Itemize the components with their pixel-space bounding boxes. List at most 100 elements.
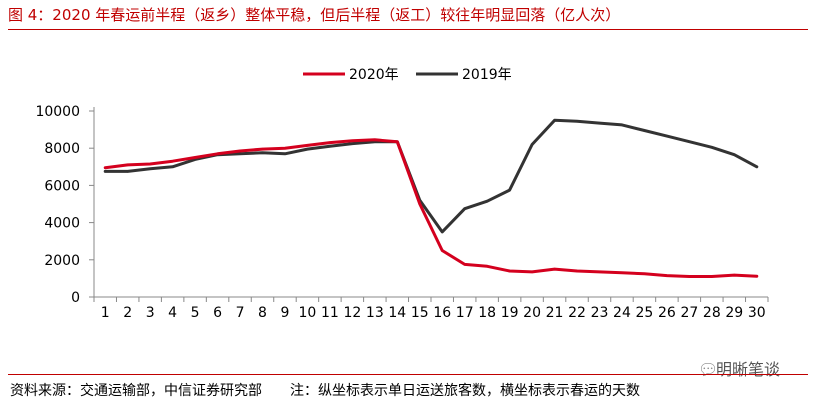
x-tick-label: 27 bbox=[680, 305, 698, 321]
data-point bbox=[171, 165, 174, 168]
y-tick-label: 10000 bbox=[35, 104, 80, 120]
x-tick-label: 16 bbox=[433, 305, 451, 321]
data-point bbox=[238, 149, 242, 153]
data-point bbox=[665, 134, 669, 138]
x-tick-label: 22 bbox=[568, 305, 586, 321]
x-tick-label: 11 bbox=[321, 305, 339, 321]
data-point bbox=[553, 119, 556, 122]
x-tick-label: 17 bbox=[456, 305, 474, 321]
x-tick-label: 19 bbox=[501, 305, 519, 321]
data-point bbox=[733, 273, 736, 277]
data-point bbox=[553, 267, 556, 271]
footer-divider bbox=[8, 374, 808, 375]
y-tick-label: 4000 bbox=[44, 216, 80, 232]
x-tick-label: 3 bbox=[146, 305, 155, 321]
data-point bbox=[238, 152, 242, 155]
data-point bbox=[575, 269, 579, 273]
data-point bbox=[710, 146, 714, 149]
data-point bbox=[643, 129, 646, 132]
chat-bubble-icon: 💬︎ bbox=[698, 360, 719, 379]
data-point bbox=[508, 188, 511, 192]
data-point bbox=[148, 162, 152, 166]
data-point bbox=[463, 263, 466, 266]
data-point bbox=[261, 147, 264, 151]
data-point bbox=[328, 145, 332, 148]
x-tick-label: 6 bbox=[213, 305, 222, 321]
x-tick-label: 18 bbox=[478, 305, 496, 321]
data-point bbox=[598, 270, 601, 274]
data-point bbox=[441, 249, 444, 252]
data-point bbox=[306, 144, 309, 147]
data-point bbox=[688, 275, 691, 278]
data-point bbox=[733, 153, 736, 156]
x-tick-label: 26 bbox=[658, 305, 676, 321]
data-point bbox=[530, 270, 534, 274]
x-tick-label: 29 bbox=[725, 305, 743, 321]
legend-label: 2020年 bbox=[349, 67, 399, 83]
x-tick-label: 8 bbox=[258, 305, 267, 321]
x-tick-label: 7 bbox=[236, 305, 245, 321]
watermark-text: 明晰笔谈 bbox=[716, 360, 781, 379]
x-tick-label: 24 bbox=[613, 305, 631, 321]
series-lines bbox=[103, 118, 759, 278]
x-tick-label: 25 bbox=[636, 305, 654, 321]
title-divider bbox=[8, 29, 808, 30]
data-point bbox=[193, 156, 197, 159]
x-tick-label: 1 bbox=[101, 305, 110, 321]
series-line-2019年 bbox=[103, 118, 759, 234]
x-tick-label: 4 bbox=[168, 305, 177, 321]
x-tick-label: 14 bbox=[388, 305, 406, 321]
x-tick-label: 5 bbox=[191, 305, 200, 321]
data-point bbox=[620, 123, 624, 127]
series-line-2020年 bbox=[103, 138, 759, 278]
data-point bbox=[665, 274, 669, 277]
data-point bbox=[351, 139, 354, 142]
data-point bbox=[485, 265, 489, 268]
x-tick-label: 28 bbox=[703, 305, 721, 321]
data-point bbox=[306, 147, 309, 151]
x-tick-label: 9 bbox=[281, 305, 290, 321]
x-tick-label: 10 bbox=[299, 305, 317, 321]
data-point bbox=[530, 143, 534, 146]
x-tick-label: 20 bbox=[523, 305, 541, 321]
data-point bbox=[688, 140, 691, 143]
note-text: 注：纵坐标表示单日运送旅客数，横坐标表示春运的天数 bbox=[290, 383, 640, 399]
data-point bbox=[126, 163, 129, 167]
x-tick-label: 12 bbox=[343, 305, 361, 321]
y-tick-label: 8000 bbox=[44, 141, 80, 157]
data-point bbox=[441, 230, 444, 234]
data-point bbox=[463, 207, 466, 210]
data-point bbox=[755, 274, 758, 278]
legend-label: 2019年 bbox=[462, 67, 512, 83]
y-tick-label: 2000 bbox=[44, 253, 80, 269]
data-point bbox=[328, 141, 332, 144]
data-point bbox=[508, 269, 511, 273]
data-point bbox=[396, 140, 399, 143]
data-point bbox=[598, 121, 601, 125]
data-point bbox=[418, 202, 421, 206]
data-point bbox=[104, 170, 107, 173]
data-point bbox=[643, 272, 646, 275]
x-tick-label: 21 bbox=[546, 305, 564, 321]
x-tick-label: 15 bbox=[411, 305, 429, 321]
data-point bbox=[126, 170, 129, 173]
watermark: 💬︎明晰笔谈 bbox=[698, 356, 780, 380]
data-point bbox=[373, 138, 377, 142]
data-point bbox=[283, 152, 287, 155]
data-point bbox=[171, 160, 174, 163]
source-text: 资料来源：交通运输部，中信证券研究部 bbox=[10, 383, 262, 399]
figure-title: 图 4：2020 年春运前半程（返乡）整体平稳，但后半程（返工）较往年明显回落（… bbox=[8, 6, 621, 24]
data-point bbox=[351, 142, 354, 145]
y-tick-label: 0 bbox=[71, 290, 80, 306]
x-tick-label: 23 bbox=[591, 305, 609, 321]
x-axis: 1 2 3 4 5 6 7 8 9 10 11 12 13 14 15 16 17 18 19 20 21 22 23 24 2… bbox=[93, 296, 769, 321]
y-axis: 0 2000 4000 6000 8000 10000 bbox=[35, 104, 95, 306]
data-point bbox=[710, 275, 714, 278]
x-tick-label: 30 bbox=[748, 305, 766, 321]
figure-footer: 资料来源：交通运输部，中信证券研究部 注：纵坐标表示单日运送旅客数，横坐标表示春运… bbox=[10, 380, 640, 400]
data-point bbox=[485, 200, 489, 203]
y-tick-label: 6000 bbox=[44, 178, 80, 194]
data-point bbox=[283, 147, 287, 150]
data-point bbox=[148, 167, 152, 170]
